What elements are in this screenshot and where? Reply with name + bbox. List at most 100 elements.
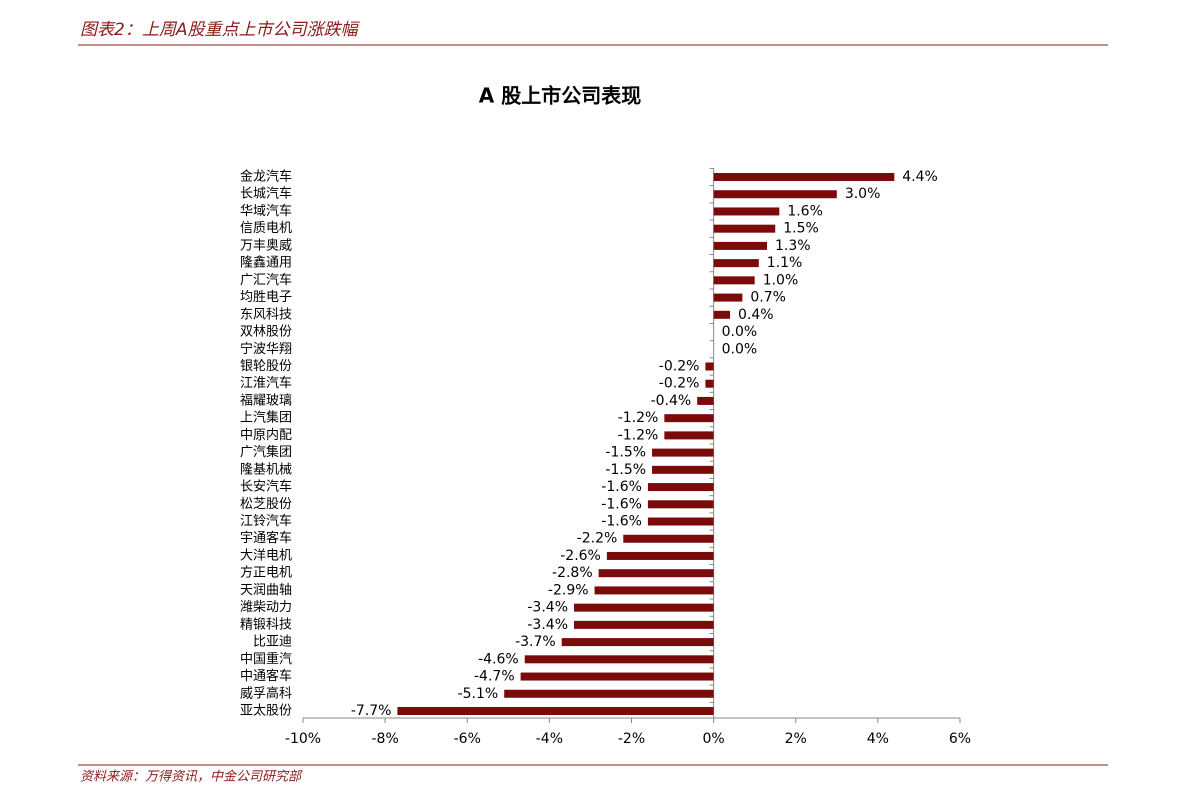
bar bbox=[713, 310, 731, 319]
bar bbox=[598, 569, 714, 578]
y-tick-label: 福耀玻璃 bbox=[240, 393, 292, 408]
x-tick-label: -2% bbox=[618, 731, 645, 747]
y-tick-label: 精锻科技 bbox=[240, 617, 292, 632]
x-tick-label: -6% bbox=[454, 731, 481, 747]
bar bbox=[705, 379, 714, 388]
bar bbox=[664, 431, 714, 440]
value-label: -3.4% bbox=[527, 600, 568, 616]
y-tick-label: 亚太股份 bbox=[240, 704, 292, 719]
value-label: -2.2% bbox=[577, 531, 618, 547]
value-label: 1.1% bbox=[767, 255, 803, 271]
bar bbox=[652, 465, 714, 474]
x-tick-label: 2% bbox=[785, 731, 807, 747]
bar bbox=[697, 396, 714, 405]
value-label: -2.9% bbox=[548, 582, 589, 598]
value-label: 4.4% bbox=[902, 169, 938, 185]
y-tick-label: 广汽集团 bbox=[240, 444, 292, 460]
y-tick-label: 松芝股份 bbox=[240, 496, 292, 512]
value-label: 3.0% bbox=[845, 186, 881, 202]
header-title: 图表2：上周A股重点上市公司涨跌幅 bbox=[80, 20, 360, 40]
y-tick-label: 比亚迪 bbox=[253, 635, 292, 650]
bar bbox=[713, 224, 776, 233]
bar bbox=[713, 173, 895, 181]
y-tick-label: 中国重汽 bbox=[240, 651, 292, 667]
y-tick-label: 江铃汽车 bbox=[240, 513, 292, 529]
y-tick-label: 东风科技 bbox=[240, 307, 292, 322]
y-tick-label: 长城汽车 bbox=[240, 186, 292, 202]
y-tick-label: 潍柴动力 bbox=[240, 600, 292, 615]
bar bbox=[520, 672, 714, 681]
value-label: -2.6% bbox=[560, 548, 601, 564]
x-tick-label: -10% bbox=[285, 731, 321, 747]
value-label: -4.7% bbox=[474, 669, 515, 685]
y-tick-label: 中原内配 bbox=[240, 427, 292, 443]
x-tick-label: 6% bbox=[949, 731, 971, 747]
y-tick-label: 中通客车 bbox=[240, 668, 292, 684]
y-tick-label: 方正电机 bbox=[240, 565, 292, 581]
bar bbox=[647, 483, 714, 492]
value-label: -1.2% bbox=[618, 410, 659, 426]
bar bbox=[561, 638, 714, 647]
bar bbox=[713, 276, 755, 285]
bar bbox=[652, 448, 714, 457]
y-tick-label: 华域汽车 bbox=[240, 203, 292, 219]
y-tick-label: 上汽集团 bbox=[240, 410, 292, 426]
bar bbox=[713, 207, 780, 216]
y-tick-label: 宁波华翔 bbox=[240, 341, 292, 357]
bar bbox=[397, 707, 714, 715]
bar bbox=[574, 603, 714, 612]
value-label: -3.7% bbox=[515, 634, 556, 650]
bar bbox=[504, 689, 714, 698]
value-label: 1.3% bbox=[775, 238, 811, 254]
value-label: -7.7% bbox=[351, 703, 392, 719]
value-label: -4.6% bbox=[478, 651, 519, 667]
y-tick-label: 银轮股份 bbox=[240, 359, 292, 374]
bar bbox=[524, 655, 714, 664]
value-label: 0.7% bbox=[750, 290, 786, 306]
bar bbox=[574, 620, 714, 629]
value-label: -1.6% bbox=[601, 496, 642, 512]
y-tick-label: 均胜电子 bbox=[240, 290, 292, 305]
y-tick-label: 万丰奥威 bbox=[240, 238, 292, 253]
chart-title: A 股上市公司表现 bbox=[479, 84, 641, 108]
x-tick-label: 4% bbox=[867, 731, 889, 747]
value-label: -0.2% bbox=[659, 376, 700, 392]
value-label: -2.8% bbox=[552, 565, 593, 581]
y-tick-label: 天润曲轴 bbox=[240, 583, 292, 598]
value-label: -1.2% bbox=[618, 427, 659, 443]
y-tick-label: 双林股份 bbox=[240, 325, 292, 340]
bar bbox=[713, 259, 759, 268]
bar bbox=[606, 551, 714, 560]
y-tick-label: 长安汽车 bbox=[240, 479, 292, 495]
bar bbox=[647, 500, 714, 509]
value-label: -1.6% bbox=[601, 514, 642, 530]
bar bbox=[647, 517, 714, 526]
value-label: -1.6% bbox=[601, 479, 642, 495]
value-label: 0.0% bbox=[722, 324, 758, 340]
y-tick-label: 广汇汽车 bbox=[240, 272, 292, 288]
x-tick-label: -8% bbox=[371, 731, 398, 747]
y-tick-label: 金龙汽车 bbox=[240, 169, 292, 185]
bar bbox=[705, 362, 714, 371]
bar bbox=[664, 414, 714, 423]
y-tick-label: 江淮汽车 bbox=[240, 375, 292, 391]
x-tick-label: -4% bbox=[536, 731, 563, 747]
bar bbox=[713, 241, 768, 250]
bar bbox=[594, 586, 714, 595]
x-tick-label: 0% bbox=[703, 731, 725, 747]
bar bbox=[623, 534, 714, 543]
value-label: 1.5% bbox=[783, 221, 819, 237]
value-label: -3.4% bbox=[527, 617, 568, 633]
y-tick-label: 隆鑫通用 bbox=[240, 255, 292, 271]
y-tick-label: 威孚高科 bbox=[240, 685, 292, 701]
bar bbox=[713, 293, 743, 302]
y-tick-label: 信质电机 bbox=[240, 221, 292, 236]
y-tick-label: 隆基机械 bbox=[240, 462, 292, 477]
value-label: -0.2% bbox=[659, 358, 700, 374]
value-label: 0.0% bbox=[722, 341, 758, 357]
value-label: -5.1% bbox=[458, 686, 499, 702]
y-tick-label: 大洋电机 bbox=[240, 548, 292, 563]
value-label: 0.4% bbox=[738, 307, 774, 323]
